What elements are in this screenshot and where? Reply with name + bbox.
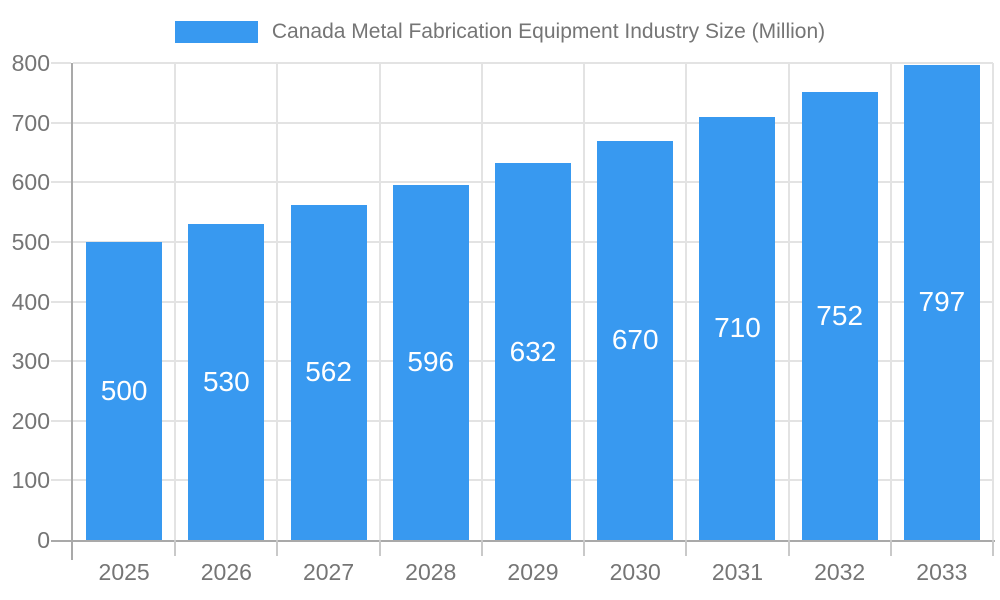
y-tick — [51, 360, 71, 363]
y-tick — [51, 300, 71, 303]
x-axis-label: 2029 — [507, 559, 559, 585]
x-gridline — [583, 63, 586, 540]
bar-value-label: 710 — [714, 312, 761, 344]
y-axis-label: 300 — [11, 348, 50, 375]
bar-value-label: 752 — [816, 299, 864, 331]
bar-value-label: 797 — [918, 286, 966, 318]
bar-2029[interactable] — [495, 163, 571, 540]
y-axis-line — [71, 63, 73, 560]
x-tick — [889, 540, 892, 556]
x-gridline — [685, 63, 688, 540]
bar-value-label: 596 — [407, 346, 455, 378]
bar-value-label: 670 — [611, 324, 659, 356]
bar-value-label: 500 — [100, 374, 148, 406]
bar-2025[interactable] — [86, 241, 163, 540]
bar-2033[interactable] — [903, 64, 980, 540]
x-tick — [685, 540, 688, 556]
y-axis-label: 700 — [11, 109, 50, 136]
y-axis-label: 800 — [11, 50, 50, 76]
x-tick — [992, 540, 994, 556]
legend-swatch[interactable] — [174, 21, 258, 43]
y-tick — [51, 121, 71, 124]
bar-value-label: 632 — [509, 335, 557, 367]
x-axis-label: 2028 — [405, 559, 457, 585]
y-axis-label: 200 — [11, 407, 50, 434]
x-gridline — [992, 63, 994, 540]
x-axis-line — [51, 540, 995, 542]
x-tick — [787, 540, 790, 556]
x-gridline — [889, 63, 892, 540]
legend[interactable]: Canada Metal Fabrication Equipment Indus… — [0, 17, 1000, 47]
y-axis-label: 0 — [37, 527, 50, 553]
x-tick — [378, 540, 381, 556]
x-axis-label: 2025 — [98, 559, 150, 585]
y-gridline — [73, 121, 993, 124]
y-gridline — [73, 62, 993, 64]
x-gridline — [480, 63, 483, 540]
x-tick — [583, 540, 586, 556]
y-tick — [51, 62, 71, 64]
bar-2032[interactable] — [801, 91, 878, 540]
bar-value-label: 562 — [305, 356, 352, 388]
x-gridline — [787, 63, 790, 540]
y-axis-label: 400 — [11, 288, 50, 315]
bar-2030[interactable] — [597, 140, 674, 540]
y-tick — [51, 419, 71, 422]
bar-2028[interactable] — [392, 184, 469, 540]
x-axis-label: 2026 — [200, 559, 252, 585]
y-tick — [51, 181, 71, 184]
bar-value-label: 530 — [202, 365, 250, 397]
y-axis-label: 500 — [11, 228, 50, 255]
x-gridline — [174, 63, 177, 540]
x-tick — [174, 540, 177, 556]
bar-2026[interactable] — [188, 223, 265, 540]
x-tick — [276, 540, 279, 556]
plot-area: 0 100 200 300 400 500 600 700 800 500 2025 530 2026 5… — [12, 50, 995, 585]
x-axis-label: 2031 — [711, 559, 764, 585]
y-tick — [51, 240, 71, 243]
x-axis-label: 2032 — [814, 559, 866, 585]
bar-2027[interactable] — [290, 204, 367, 540]
x-axis-label: 2027 — [302, 559, 355, 585]
x-gridline — [378, 63, 381, 540]
bar-2031[interactable] — [699, 116, 776, 540]
x-axis-label: 2033 — [916, 559, 968, 585]
legend-label[interactable]: Canada Metal Fabrication Equipment Indus… — [271, 20, 826, 43]
x-tick — [480, 540, 483, 556]
y-axis-label: 100 — [11, 467, 50, 494]
x-gridline — [276, 63, 279, 540]
y-tick — [51, 479, 71, 482]
x-axis-label: 2030 — [609, 559, 661, 585]
y-axis-label: 600 — [11, 169, 50, 196]
